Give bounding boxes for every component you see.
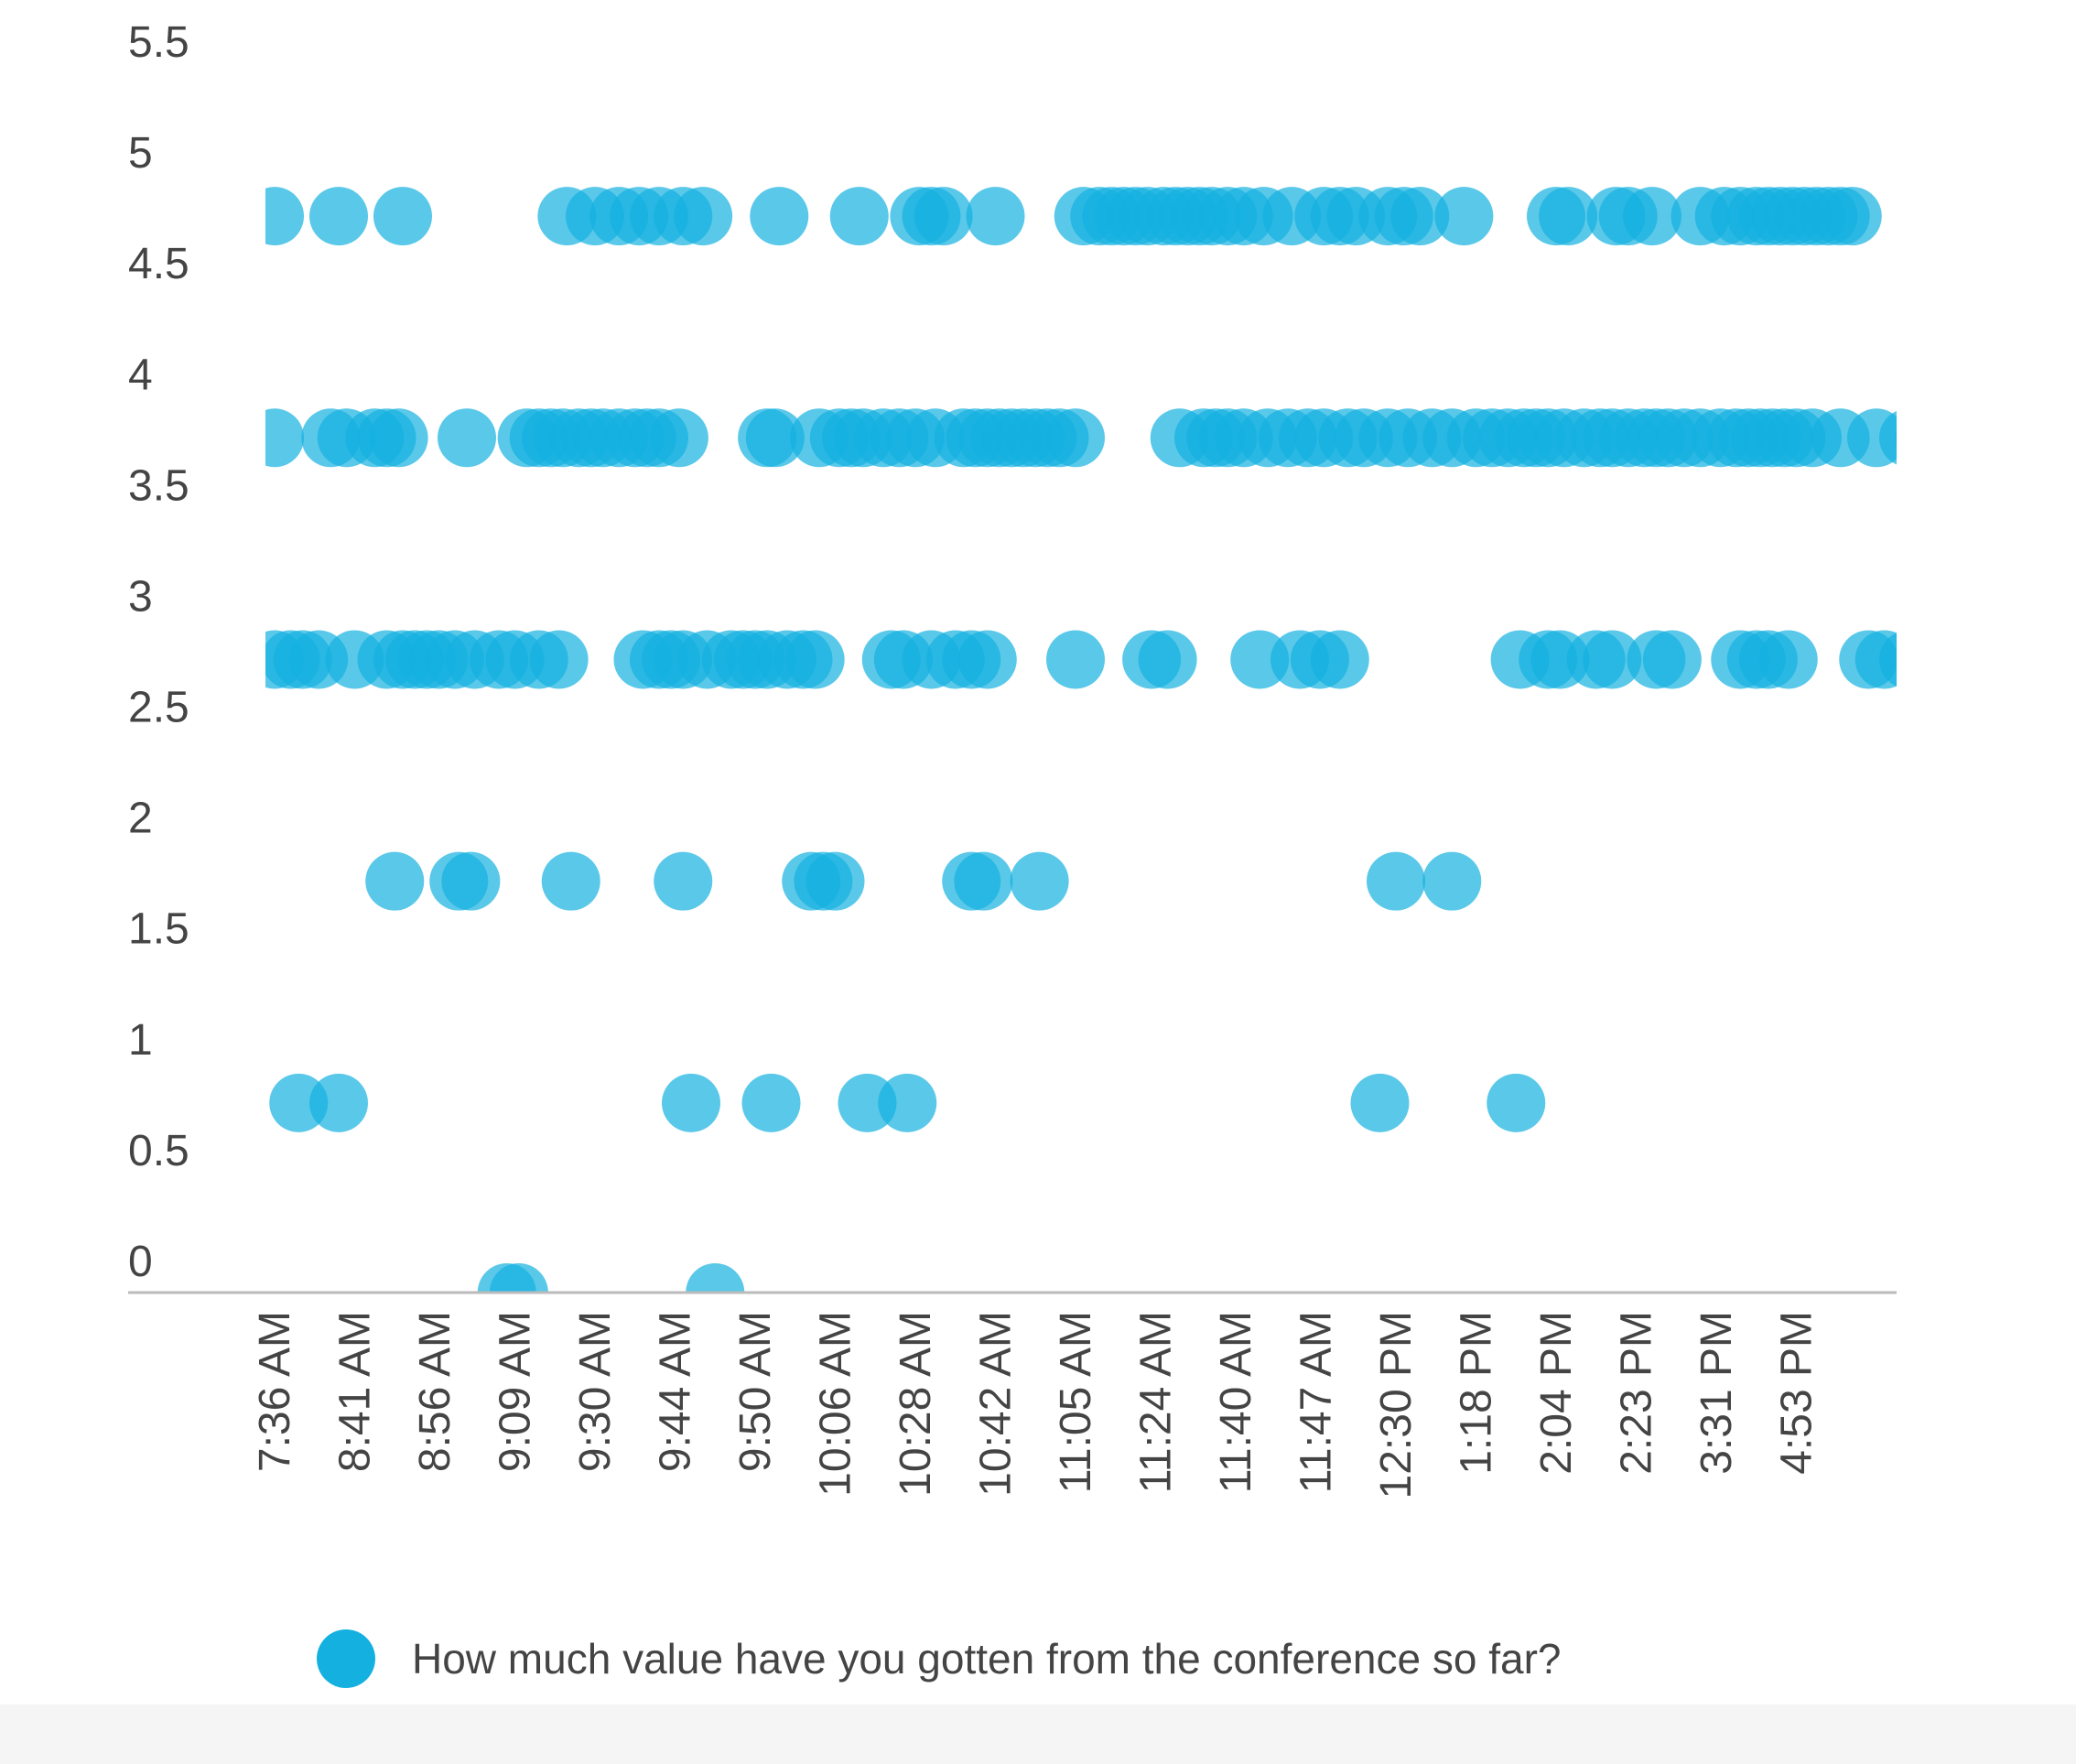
y-tick-label: 4 — [128, 351, 153, 399]
x-tick-label: 12:30 PM — [1372, 1311, 1421, 1499]
data-point — [957, 630, 1017, 689]
y-tick-label: 0.5 — [128, 1127, 189, 1175]
data-point — [878, 1073, 937, 1132]
x-tick-label: 9:50 AM — [731, 1311, 780, 1472]
data-point — [1642, 630, 1702, 689]
data-point — [686, 1263, 745, 1293]
data-point — [662, 1073, 720, 1132]
data-point — [265, 408, 304, 468]
x-tick-label: 8:41 AM — [331, 1311, 380, 1472]
data-point — [1758, 630, 1818, 689]
data-point — [1010, 851, 1069, 911]
data-point — [1390, 187, 1450, 246]
data-point — [966, 187, 1025, 246]
data-point — [806, 851, 865, 911]
y-tick-label: 3.5 — [128, 461, 189, 510]
data-point — [309, 1073, 368, 1132]
data-point — [914, 187, 973, 246]
data-point — [1230, 630, 1290, 689]
data-point — [365, 851, 425, 911]
y-tick-label: 4.5 — [128, 240, 189, 288]
x-tick-label: 2:04 PM — [1532, 1311, 1581, 1475]
data-point — [265, 187, 304, 246]
x-tick-label: 9:09 AM — [492, 1311, 540, 1472]
y-axis-ticks: 5.5 5 4.5 4 3.5 3 2.5 2 1.5 1 0.5 0 — [128, 18, 189, 1286]
data-point — [1539, 187, 1598, 246]
x-tick-label: 11:05 AM — [1052, 1311, 1100, 1493]
data-point — [750, 187, 809, 246]
data-point — [654, 851, 713, 911]
data-point — [1046, 630, 1105, 689]
x-tick-label: 9:30 AM — [571, 1311, 620, 1472]
data-point — [829, 187, 889, 246]
y-tick-label: 1 — [128, 1016, 153, 1065]
data-point — [529, 630, 589, 689]
data-point — [1367, 851, 1425, 911]
y-tick-label: 3 — [128, 572, 153, 621]
data-point — [541, 851, 600, 911]
data-point — [1879, 411, 1897, 465]
x-tick-label: 11:24 AM — [1132, 1311, 1181, 1493]
data-point — [369, 408, 428, 468]
data-point — [741, 1073, 801, 1132]
data-point — [838, 1073, 897, 1132]
y-tick-label: 5 — [128, 129, 153, 178]
data-point — [649, 408, 708, 468]
x-tick-label: 10:28 AM — [892, 1311, 940, 1497]
x-tick-label: 7:36 AM — [251, 1311, 299, 1472]
data-point — [745, 408, 805, 468]
data-point — [438, 408, 496, 468]
data-point — [1138, 630, 1197, 689]
data-point — [1879, 633, 1897, 687]
data-point — [674, 187, 733, 246]
data-point — [1422, 851, 1482, 911]
y-tick-label: 2.5 — [128, 684, 189, 732]
y-tick-label: 2 — [128, 795, 153, 843]
data-point — [1583, 630, 1642, 689]
x-tick-label: 11:47 AM — [1292, 1311, 1341, 1493]
data-point — [1895, 428, 1897, 447]
bottom-bar — [0, 1704, 2076, 1764]
data-point — [1623, 187, 1681, 246]
x-axis-ticks: 7:36 AM 8:41 AM 8:56 AM 9:09 AM 9:30 AM 9:44 … — [251, 1311, 1822, 1499]
data-point — [269, 1073, 329, 1132]
y-tick-label: 1.5 — [128, 905, 189, 954]
legend: How much value have you gotten from the … — [317, 1629, 1561, 1688]
x-tick-label: 3:31 PM — [1692, 1311, 1741, 1475]
x-tick-label: 2:23 PM — [1613, 1311, 1661, 1475]
data-point — [1046, 408, 1105, 468]
y-tick-label: 5.5 — [128, 18, 189, 67]
legend-swatch — [317, 1629, 375, 1688]
data-point — [1847, 408, 1897, 468]
data-point — [441, 851, 501, 911]
data-point — [954, 851, 1013, 911]
data-points — [265, 187, 1897, 1293]
data-point — [1434, 187, 1494, 246]
x-tick-label: 11:40 AM — [1212, 1311, 1260, 1493]
data-point — [489, 1263, 548, 1293]
data-point — [309, 187, 368, 246]
y-tick-label: 0 — [128, 1238, 153, 1286]
x-tick-label: 10:06 AM — [812, 1311, 860, 1497]
data-point — [1822, 187, 1882, 246]
x-tick-label: 4:53 PM — [1773, 1311, 1822, 1475]
data-point — [1350, 1073, 1410, 1132]
data-point — [1487, 1073, 1546, 1132]
data-point — [1310, 630, 1369, 689]
data-point — [373, 187, 432, 246]
legend-label: How much value have you gotten from the … — [412, 1635, 1561, 1683]
data-point — [785, 630, 845, 689]
x-tick-label: 9:44 AM — [652, 1311, 700, 1472]
x-tick-label: 10:42 AM — [972, 1311, 1021, 1497]
x-tick-label: 1:18 PM — [1453, 1311, 1501, 1475]
x-tick-label: 8:56 AM — [411, 1311, 460, 1472]
